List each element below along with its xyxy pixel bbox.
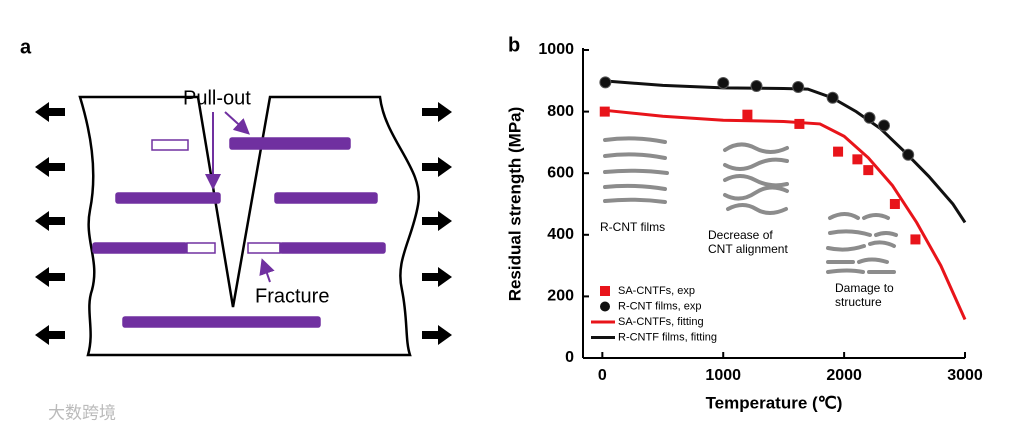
data-point (742, 109, 753, 120)
data-point (717, 76, 730, 89)
legend-label: SA-CNTFs, fitting (618, 316, 704, 328)
data-point (833, 146, 844, 157)
legend-swatch (600, 286, 610, 296)
x-tick-label: 1000 (705, 367, 741, 384)
chart-panel: b 0 200 400 600 800 1000 0 1000 2000 3000 Temperatu… (505, 34, 982, 412)
data-point (863, 111, 876, 124)
y-axis-title: Residual strength (MPa) (505, 107, 524, 302)
panel-label: a (20, 36, 32, 58)
pointer-arrows (205, 111, 275, 283)
y-tick-label: 600 (547, 164, 574, 181)
annotation: Pull-out (183, 87, 251, 109)
y-tick-label: 0 (565, 349, 574, 366)
annotation: Damage to (835, 281, 894, 295)
panel-label: b (508, 34, 520, 56)
data-point (599, 76, 612, 89)
legend-label: R-CNT films, exp (618, 300, 702, 312)
annotation: R-CNT films (600, 220, 665, 234)
legend-label: R-CNTF films, fitting (618, 331, 717, 343)
annotation: Fracture (255, 285, 329, 307)
x-tick-label: 3000 (947, 367, 983, 384)
data-point (910, 234, 921, 245)
annotation: structure (835, 295, 882, 309)
diagram-panel: a Pull-out Fracture (20, 36, 452, 357)
fit-line (602, 79, 967, 224)
x-axis-title: Temperature (℃) (706, 393, 843, 412)
data-point (878, 119, 891, 132)
data-point (852, 154, 863, 165)
data-point (889, 199, 900, 209)
data-point (826, 91, 839, 104)
data-point (792, 80, 805, 93)
y-tick-label: 400 (547, 226, 574, 243)
cnt-bundles (92, 137, 386, 328)
specimen-outline (78, 95, 421, 357)
y-tick-label: 200 (547, 288, 574, 305)
legend-label: SA-CNTFs, exp (618, 285, 695, 297)
tension-arrows (35, 102, 452, 345)
cnt-illustrations (603, 136, 898, 274)
fit-line (602, 108, 967, 321)
data-point (599, 106, 610, 117)
watermark: 大数跨境 (48, 403, 116, 422)
y-tick-label: 800 (547, 103, 574, 120)
annotation: CNT alignment (708, 242, 788, 256)
legend-swatch (600, 301, 610, 312)
x-tick-label: 2000 (826, 367, 862, 384)
x-tick-label: 0 (598, 367, 607, 384)
data-point (863, 165, 874, 176)
data-point (794, 118, 805, 129)
annotation: Decrease of (708, 228, 773, 242)
data-point (902, 148, 915, 161)
y-tick-label: 1000 (538, 41, 574, 58)
data-point (750, 80, 763, 93)
